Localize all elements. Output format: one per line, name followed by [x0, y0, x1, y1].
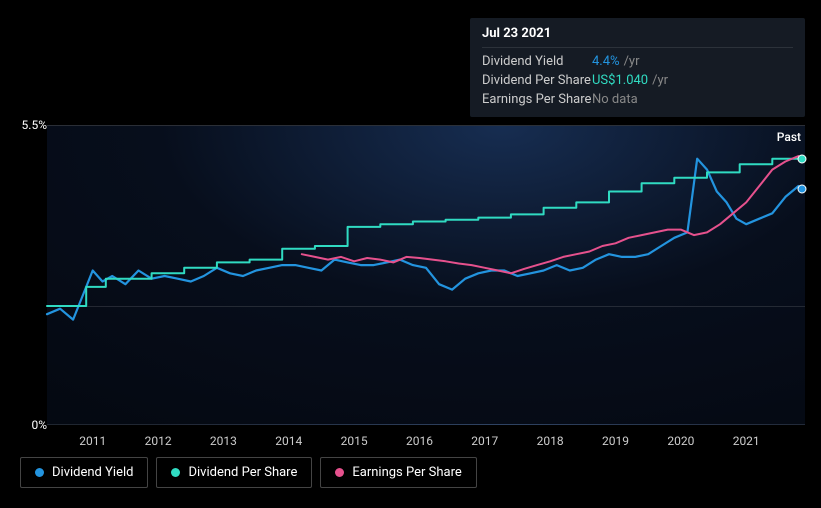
chart-legend: Dividend Yield Dividend Per Share Earnings…	[20, 457, 477, 488]
x-tick: 2014	[275, 434, 302, 448]
legend-item[interactable]: Dividend Per Share	[156, 457, 312, 488]
series-line	[302, 156, 799, 273]
x-tick: 2017	[471, 434, 498, 448]
tooltip-row-label: Dividend Yield	[482, 54, 592, 69]
tooltip-row-value: 4.4%	[592, 54, 620, 69]
legend-item[interactable]: Dividend Yield	[20, 457, 148, 488]
tooltip-row-value: No data	[592, 92, 638, 107]
tooltip-row-unit: /yr	[624, 54, 640, 69]
series-line	[47, 159, 799, 320]
y-axis-min: 0%	[31, 418, 47, 432]
legend-label: Dividend Yield	[52, 465, 133, 480]
x-tick: 2019	[602, 434, 629, 448]
legend-label: Earnings Per Share	[352, 465, 461, 480]
x-tick: 2011	[79, 434, 106, 448]
legend-dot	[171, 468, 180, 477]
tooltip-row: Dividend Yield4.4% /yr	[482, 52, 793, 71]
x-tick: 2013	[210, 434, 237, 448]
x-tick: 2021	[733, 434, 760, 448]
legend-dot	[335, 468, 344, 477]
x-tick: 2020	[667, 434, 694, 448]
plot-area[interactable]: Past	[47, 125, 805, 425]
x-tick: 2012	[145, 434, 172, 448]
y-axis-max: 5.5%	[22, 118, 47, 132]
tooltip-row-unit: /yr	[652, 73, 668, 88]
x-tick: 2015	[341, 434, 368, 448]
x-tick: 2018	[537, 434, 564, 448]
tooltip-date: Jul 23 2021	[482, 26, 793, 48]
legend-label: Dividend Per Share	[188, 465, 297, 480]
chart-tooltip: Jul 23 2021 Dividend Yield4.4%/yrDividen…	[470, 18, 805, 117]
legend-item[interactable]: Earnings Per Share	[320, 457, 476, 488]
tooltip-row: Dividend Per ShareUS$1.040/yr	[482, 71, 793, 90]
tooltip-row-label: Dividend Per Share	[482, 73, 592, 88]
x-tick: 2016	[406, 434, 433, 448]
dividend-chart: 5.5% 0% Past 201120122013201420152016201…	[0, 100, 821, 460]
tooltip-row: Earnings Per ShareNo data	[482, 90, 793, 109]
series-end-marker	[797, 154, 806, 163]
tooltip-row-value: US$1.040	[592, 73, 648, 88]
series-end-marker	[797, 184, 806, 193]
legend-dot	[35, 468, 44, 477]
x-axis: 2011 2012 2013 2014 2015 2016 2017 2018 2019 2020…	[47, 428, 805, 448]
chart-svg	[47, 126, 805, 424]
tooltip-row-label: Earnings Per Share	[482, 92, 592, 107]
